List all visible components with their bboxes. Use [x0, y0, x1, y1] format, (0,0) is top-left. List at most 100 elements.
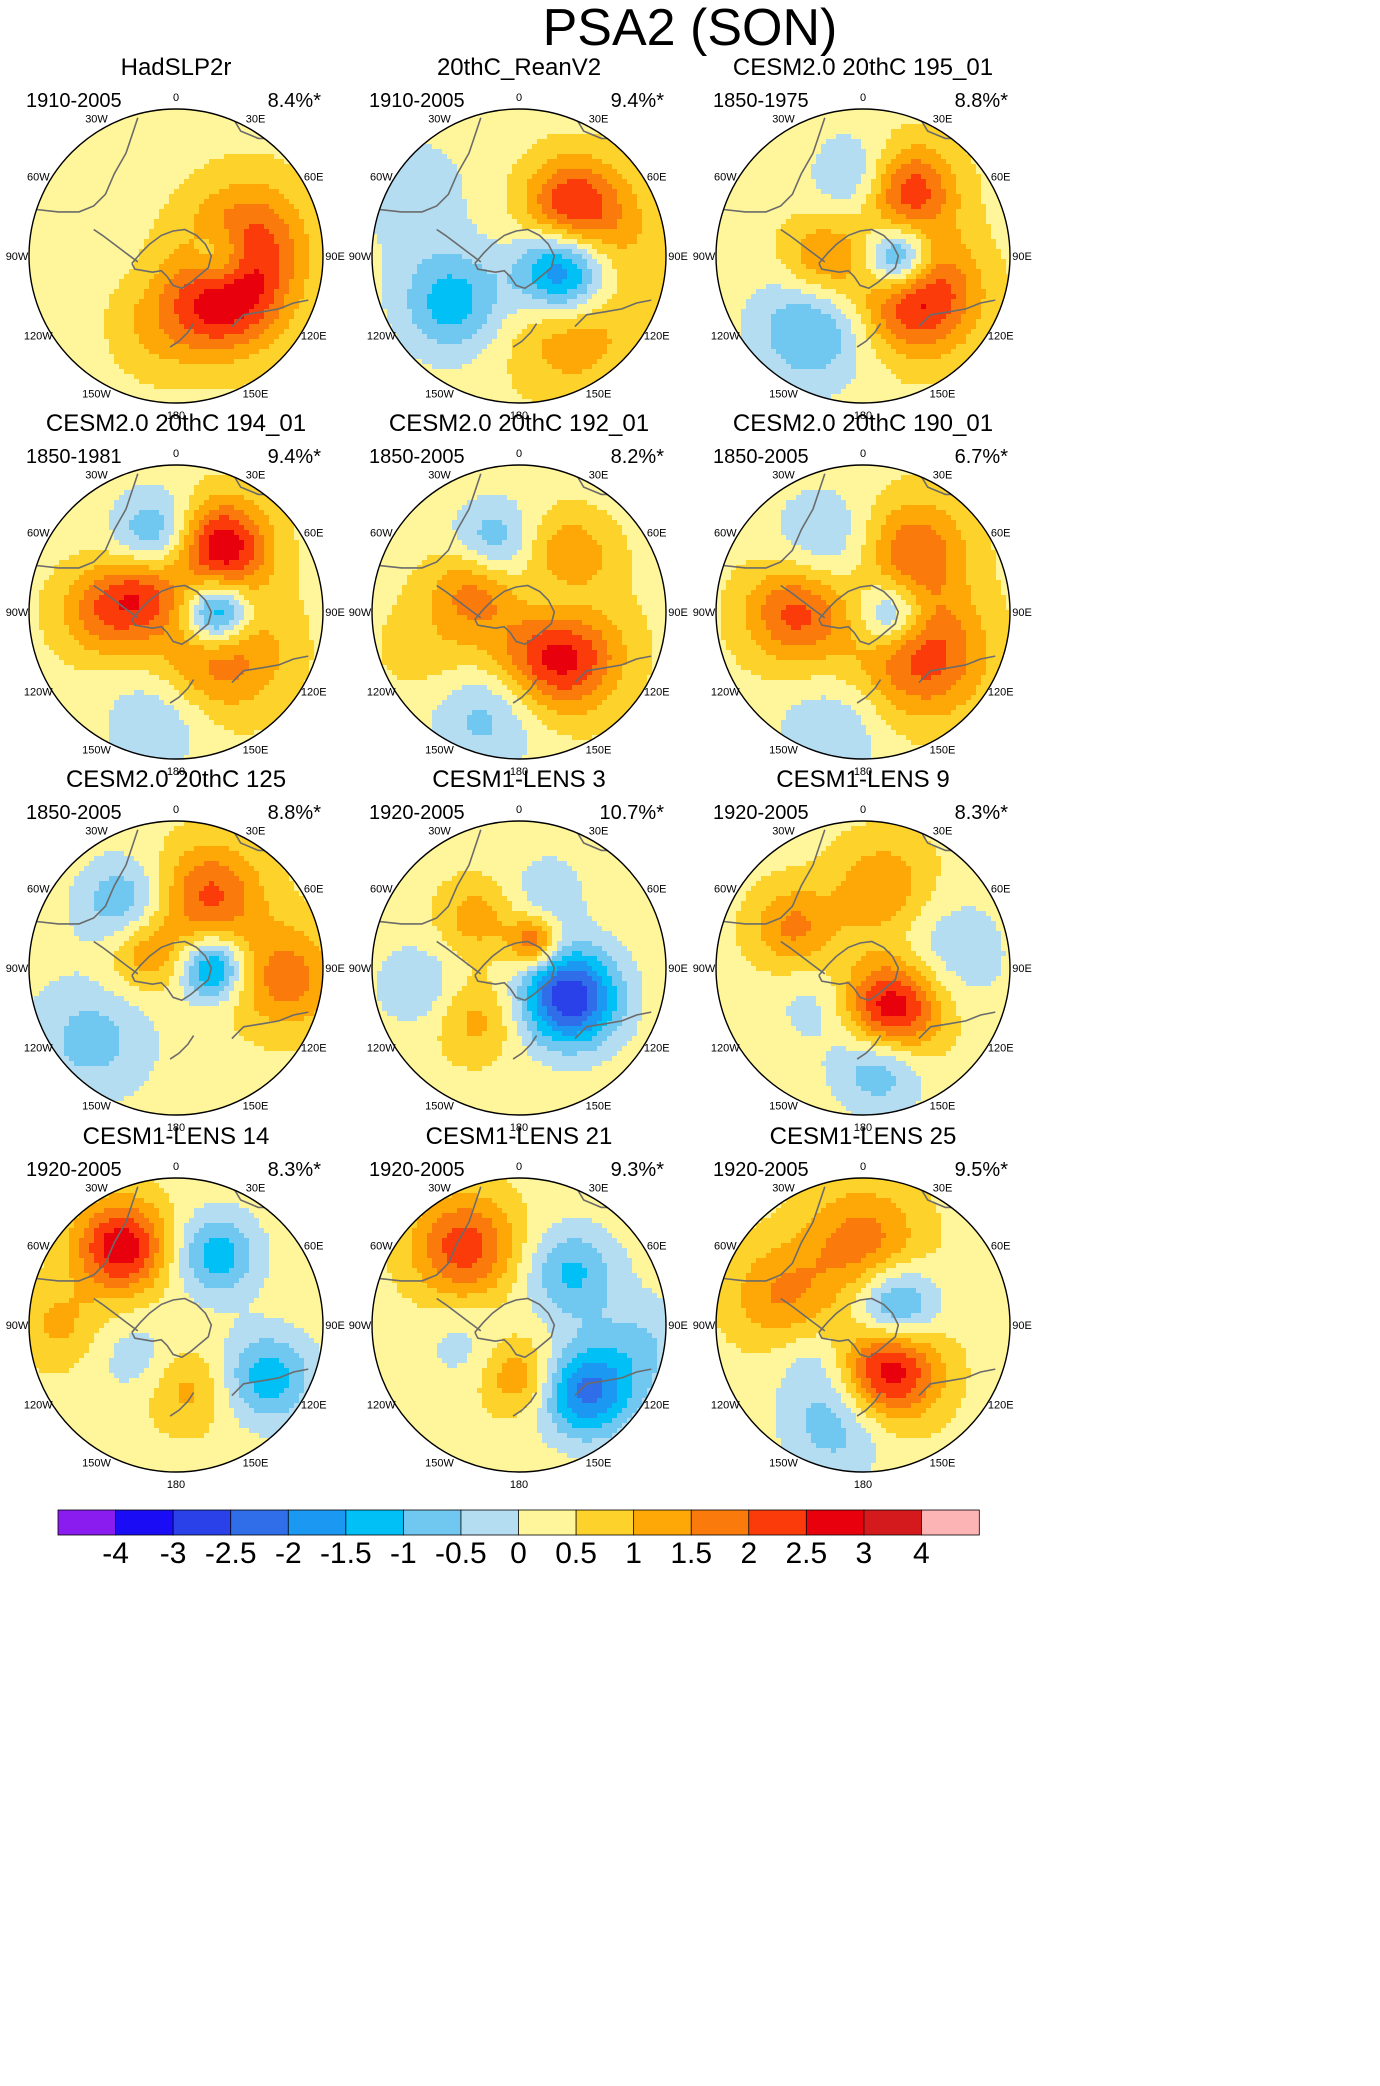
- field-cell: [169, 259, 175, 265]
- field-cell: [592, 304, 598, 310]
- field-cell: [174, 354, 180, 360]
- field-cell: [164, 129, 170, 135]
- field-cell: [149, 299, 155, 305]
- field-cell: [304, 264, 310, 270]
- field-cell: [299, 194, 305, 200]
- field-cell: [492, 229, 498, 235]
- field-cell: [547, 184, 553, 190]
- field-cell: [497, 174, 503, 180]
- field-cell: [74, 164, 80, 170]
- field-cell: [602, 229, 608, 235]
- field-cell: [392, 259, 398, 265]
- field-cell: [294, 314, 300, 320]
- field-cell: [149, 394, 155, 400]
- field-cell: [507, 184, 513, 190]
- field-cell: [269, 274, 275, 280]
- field-cell: [254, 239, 260, 245]
- field-cell: [562, 294, 568, 300]
- field-cell: [602, 254, 608, 260]
- field-cell: [129, 359, 135, 365]
- coastline: [131, 228, 213, 290]
- field-cell: [304, 189, 310, 195]
- field-cell: [259, 254, 265, 260]
- field-cell: [99, 279, 105, 285]
- field-cell: [442, 234, 448, 240]
- field-cell: [219, 189, 225, 195]
- field-cell: [244, 134, 250, 140]
- field-cell: [209, 119, 215, 125]
- field-cell: [224, 274, 230, 280]
- field-cell: [224, 289, 230, 295]
- field-cell: [377, 194, 383, 200]
- field-cell: [462, 304, 468, 310]
- field-cell: [582, 274, 588, 280]
- field-cell: [234, 224, 240, 230]
- field-cell: [602, 179, 608, 185]
- field-cell: [244, 229, 250, 235]
- field-cell: [432, 264, 438, 270]
- field-cell: [274, 339, 280, 345]
- field-cell: [482, 119, 488, 125]
- field-cell: [279, 314, 285, 320]
- field-cell: [562, 129, 568, 135]
- field-cell: [442, 184, 448, 190]
- field-cell: [407, 259, 413, 265]
- field-cell: [84, 169, 90, 175]
- field-cell: [129, 349, 135, 355]
- field-cell: [407, 274, 413, 280]
- field-cell: [572, 139, 578, 145]
- field-cell: [487, 164, 493, 170]
- field-cell: [184, 389, 190, 395]
- field-cell: [194, 189, 200, 195]
- field-cell: [49, 289, 55, 295]
- field-cell: [74, 314, 80, 320]
- field-cell: [517, 184, 523, 190]
- field-cell: [557, 204, 563, 210]
- field-cell: [59, 259, 65, 265]
- field-cell: [194, 394, 200, 400]
- field-cell: [124, 174, 130, 180]
- field-cell: [59, 169, 65, 175]
- field-cell: [199, 154, 205, 160]
- field-cell: [124, 304, 130, 310]
- field-cell: [104, 179, 110, 185]
- field-cell: [39, 204, 45, 210]
- field-cell: [577, 304, 583, 310]
- field-cell: [64, 279, 70, 285]
- field-cell: [437, 134, 443, 140]
- field-cell: [129, 109, 135, 115]
- field-cell: [432, 199, 438, 205]
- field-cell: [502, 259, 508, 265]
- field-cell: [179, 169, 185, 175]
- field-cell: [447, 219, 453, 225]
- field-cell: [129, 264, 135, 270]
- field-cell: [229, 174, 235, 180]
- field-cell: [49, 189, 55, 195]
- field-cell: [537, 304, 543, 310]
- field-cell: [54, 294, 60, 300]
- field-cell: [184, 309, 190, 315]
- field-cell: [452, 249, 458, 255]
- field-cell: [139, 159, 145, 165]
- field-cell: [194, 204, 200, 210]
- field-cell: [527, 109, 533, 115]
- field-cell: [577, 149, 583, 155]
- field-cell: [612, 234, 618, 240]
- field-cell: [214, 389, 220, 395]
- field-cell: [447, 244, 453, 250]
- field-cell: [487, 154, 493, 160]
- field-cell: [577, 289, 583, 295]
- field-cell: [537, 154, 543, 160]
- field-cell: [74, 159, 80, 165]
- field-cell: [49, 269, 55, 275]
- field-cell: [204, 294, 210, 300]
- field-cell: [527, 174, 533, 180]
- field-cell: [562, 209, 568, 215]
- field-cell: [119, 304, 125, 310]
- field-cell: [64, 299, 70, 305]
- field-cell: [517, 159, 523, 165]
- field-cell: [472, 224, 478, 230]
- field-cell: [214, 304, 220, 310]
- field-cell: [477, 139, 483, 145]
- field-cell: [159, 109, 165, 115]
